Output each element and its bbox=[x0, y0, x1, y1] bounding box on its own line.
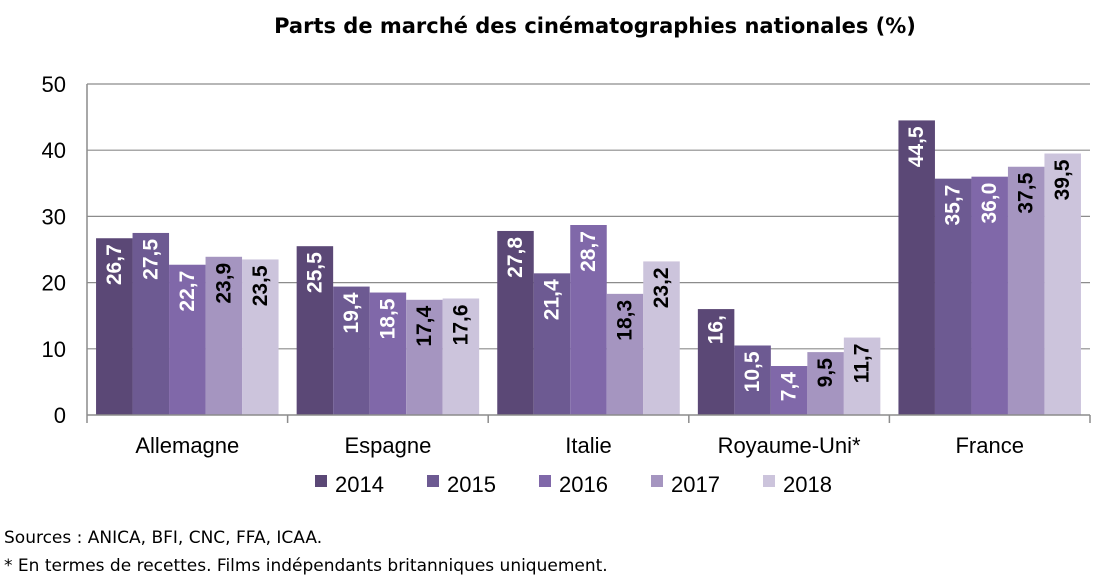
bar-2016-2 bbox=[570, 225, 607, 415]
bar-2016-3 bbox=[770, 366, 808, 415]
bar-2014-3 bbox=[697, 309, 735, 415]
bar-2017-0 bbox=[205, 256, 243, 415]
bar-2014-2 bbox=[497, 230, 534, 415]
bar-labels: 26,7 25,5 27,8 16, 44,5 27,5 19,4 21,4 10,5 35,7 2… bbox=[103, 126, 1074, 401]
bar-2015-0 bbox=[132, 232, 170, 415]
bar-2014-0 bbox=[96, 238, 133, 415]
bar-value-label: 17,4 bbox=[413, 305, 436, 346]
bar-2017-1 bbox=[406, 299, 443, 415]
bar-value-label: 35,7 bbox=[942, 185, 965, 226]
bar-2016-4 bbox=[971, 176, 1008, 415]
y-tick-label: 40 bbox=[42, 138, 66, 163]
legend-label: 2018 bbox=[783, 472, 832, 497]
bar-2018-0 bbox=[242, 259, 279, 415]
bar-value-label: 28,7 bbox=[577, 231, 600, 272]
bar-value-label: 17,6 bbox=[449, 304, 472, 345]
bar-value-label: 27,5 bbox=[139, 239, 162, 280]
chart-title: Parts de marché des cinématographies nat… bbox=[274, 14, 916, 38]
bar-2015-3 bbox=[734, 345, 771, 415]
bar-2018-3 bbox=[843, 337, 881, 415]
bar-2015-4 bbox=[934, 178, 972, 415]
y-tick-label: 0 bbox=[54, 403, 66, 428]
bar-2014-4 bbox=[898, 120, 935, 415]
bar-value-label: 37,5 bbox=[1015, 172, 1038, 213]
y-tick-label: 30 bbox=[42, 204, 66, 229]
bars bbox=[96, 120, 1081, 415]
bar-2016-0 bbox=[169, 264, 206, 415]
bar-2015-2 bbox=[533, 273, 571, 415]
bar-value-label: 7,4 bbox=[778, 372, 801, 402]
legend: 2014 2015 2016 2017 2018 bbox=[315, 472, 832, 497]
legend-swatch bbox=[427, 475, 439, 487]
bar-value-label: 19,4 bbox=[340, 292, 363, 333]
bar-value-label: 16, bbox=[705, 315, 728, 344]
x-category-label: Italie bbox=[565, 433, 611, 458]
bar-2014-1 bbox=[296, 246, 334, 415]
bar-value-label: 26,7 bbox=[103, 244, 126, 285]
bar-chart: 26,7 25,5 27,8 16, 44,5 27,5 19,4 21,4 10,5 35,7 2… bbox=[42, 72, 1091, 497]
legend-swatch bbox=[539, 475, 551, 487]
legend-swatch bbox=[315, 475, 327, 487]
x-category-label: Espagne bbox=[344, 433, 431, 458]
x-category-label: France bbox=[955, 433, 1023, 458]
bar-2017-3 bbox=[807, 352, 844, 415]
bar-value-label: 23,2 bbox=[650, 267, 673, 308]
bar-2018-4 bbox=[1044, 153, 1081, 415]
bar-2018-1 bbox=[442, 298, 480, 415]
bar-2015-1 bbox=[333, 286, 370, 415]
bar-value-label: 25,5 bbox=[303, 252, 326, 293]
y-tick-label: 20 bbox=[42, 271, 66, 296]
bar-value-label: 10,5 bbox=[741, 351, 764, 392]
legend-swatch bbox=[763, 475, 775, 487]
legend-label: 2016 bbox=[559, 472, 608, 497]
bar-value-label: 18,5 bbox=[376, 298, 399, 339]
x-category-label: Allemagne bbox=[135, 433, 239, 458]
bar-value-label: 22,7 bbox=[176, 271, 199, 312]
legend-label: 2015 bbox=[447, 472, 496, 497]
bar-value-label: 23,9 bbox=[212, 263, 235, 304]
axes: 0 10 20 30 40 50 Allemagne Espagne Italie Royaume… bbox=[42, 72, 1091, 458]
bar-value-label: 39,5 bbox=[1051, 159, 1074, 200]
x-category-label: Royaume-Uni* bbox=[718, 433, 861, 458]
legend-label: 2014 bbox=[335, 472, 384, 497]
bar-2016-1 bbox=[369, 292, 407, 415]
bar-2018-2 bbox=[643, 261, 680, 415]
legend-swatch bbox=[651, 475, 663, 487]
sources-note: Sources : ANICA, BFI, CNC, FFA, ICAA. bbox=[4, 528, 323, 548]
bar-value-label: 23,5 bbox=[249, 265, 272, 306]
bar-value-label: 44,5 bbox=[905, 126, 928, 167]
legend-label: 2017 bbox=[671, 472, 720, 497]
bar-2017-2 bbox=[606, 293, 644, 415]
bar-2017-4 bbox=[1007, 166, 1045, 415]
bar-value-label: 18,3 bbox=[614, 300, 637, 341]
bar-value-label: 11,7 bbox=[851, 344, 874, 384]
footnote: * En termes de recettes. Films indépenda… bbox=[4, 556, 608, 576]
y-tick-label: 10 bbox=[42, 337, 66, 362]
y-tick-label: 50 bbox=[42, 72, 66, 97]
bar-value-label: 9,5 bbox=[814, 358, 837, 388]
bar-value-label: 27,8 bbox=[504, 237, 527, 278]
bar-value-label: 21,4 bbox=[541, 279, 564, 320]
bar-value-label: 36,0 bbox=[978, 183, 1001, 224]
